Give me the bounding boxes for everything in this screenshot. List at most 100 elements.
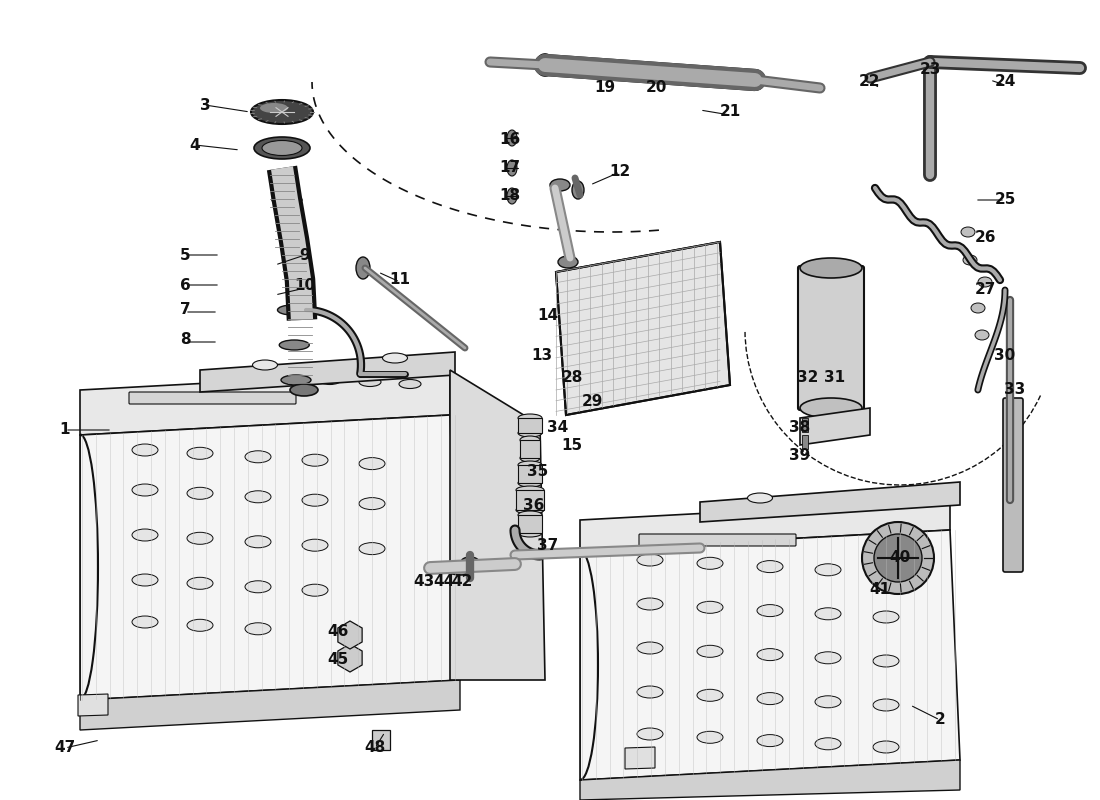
Ellipse shape (873, 699, 899, 711)
Ellipse shape (262, 141, 303, 155)
Text: 3: 3 (200, 98, 210, 113)
Polygon shape (580, 760, 960, 800)
Text: 13: 13 (531, 347, 552, 362)
FancyBboxPatch shape (639, 534, 796, 546)
Ellipse shape (356, 257, 370, 279)
Text: 23: 23 (920, 62, 940, 78)
Text: 2: 2 (935, 713, 945, 727)
Text: 37: 37 (538, 538, 559, 553)
Text: 18: 18 (499, 189, 520, 203)
Ellipse shape (254, 137, 310, 159)
Ellipse shape (251, 100, 314, 124)
Ellipse shape (279, 374, 301, 382)
Ellipse shape (520, 436, 540, 444)
Ellipse shape (518, 414, 542, 422)
Text: 48: 48 (364, 741, 386, 755)
Ellipse shape (697, 602, 723, 614)
Ellipse shape (187, 532, 213, 544)
Text: 16: 16 (499, 133, 520, 147)
Ellipse shape (280, 375, 311, 385)
Ellipse shape (399, 379, 421, 389)
Ellipse shape (279, 340, 309, 350)
Ellipse shape (319, 375, 341, 385)
Bar (518, 515, 542, 533)
Text: 14: 14 (538, 307, 559, 322)
Circle shape (874, 534, 922, 582)
Ellipse shape (132, 529, 158, 541)
Ellipse shape (697, 731, 723, 743)
Bar (802, 418, 808, 432)
Ellipse shape (637, 642, 663, 654)
Circle shape (862, 522, 934, 594)
Ellipse shape (518, 529, 542, 537)
Ellipse shape (507, 130, 517, 146)
Ellipse shape (631, 64, 649, 80)
Text: 46: 46 (328, 625, 349, 639)
Bar (802, 435, 808, 449)
Polygon shape (80, 680, 460, 730)
Text: 32: 32 (798, 370, 818, 386)
Polygon shape (450, 370, 544, 680)
Text: 10: 10 (295, 278, 316, 293)
Ellipse shape (383, 353, 407, 363)
Text: 15: 15 (561, 438, 583, 453)
Ellipse shape (302, 539, 328, 551)
Text: 43: 43 (414, 574, 435, 590)
Ellipse shape (550, 179, 570, 191)
Ellipse shape (815, 696, 842, 708)
Ellipse shape (302, 494, 328, 506)
Ellipse shape (757, 605, 783, 617)
Text: 11: 11 (389, 273, 410, 287)
Bar (516, 490, 544, 510)
Ellipse shape (272, 195, 302, 205)
Ellipse shape (975, 330, 989, 340)
Ellipse shape (748, 493, 772, 503)
Ellipse shape (245, 536, 271, 548)
Ellipse shape (507, 160, 517, 176)
Ellipse shape (516, 486, 544, 494)
Ellipse shape (359, 542, 385, 554)
Ellipse shape (697, 646, 723, 658)
Text: 42: 42 (451, 574, 473, 590)
Ellipse shape (962, 255, 977, 265)
Text: 41: 41 (869, 582, 891, 598)
Ellipse shape (187, 447, 213, 459)
Ellipse shape (302, 454, 328, 466)
Ellipse shape (757, 734, 783, 746)
Ellipse shape (245, 490, 271, 502)
Ellipse shape (520, 454, 540, 462)
Text: 6: 6 (179, 278, 190, 293)
Ellipse shape (637, 728, 663, 740)
Ellipse shape (757, 693, 783, 705)
Text: 24: 24 (994, 74, 1015, 90)
Text: 1: 1 (59, 422, 70, 438)
Polygon shape (80, 370, 450, 435)
Polygon shape (556, 242, 730, 415)
Text: 30: 30 (994, 347, 1015, 362)
Ellipse shape (253, 360, 277, 370)
Ellipse shape (187, 487, 213, 499)
Text: 5: 5 (179, 247, 190, 262)
Text: 9: 9 (299, 247, 310, 262)
Text: 7: 7 (179, 302, 190, 318)
Polygon shape (200, 352, 455, 392)
Ellipse shape (637, 686, 663, 698)
Text: 8: 8 (179, 333, 190, 347)
Ellipse shape (132, 444, 158, 456)
Bar (518, 465, 542, 483)
Text: 19: 19 (594, 81, 616, 95)
Text: 4: 4 (189, 138, 200, 153)
Ellipse shape (800, 258, 862, 278)
Ellipse shape (359, 498, 385, 510)
Ellipse shape (637, 598, 663, 610)
Ellipse shape (245, 581, 271, 593)
Ellipse shape (536, 54, 554, 76)
Text: 20: 20 (646, 81, 667, 95)
Ellipse shape (132, 484, 158, 496)
Text: 38: 38 (790, 421, 811, 435)
Text: 45: 45 (328, 653, 349, 667)
Ellipse shape (277, 305, 308, 315)
Ellipse shape (245, 450, 271, 462)
Text: 25: 25 (994, 193, 1015, 207)
Ellipse shape (359, 378, 381, 386)
